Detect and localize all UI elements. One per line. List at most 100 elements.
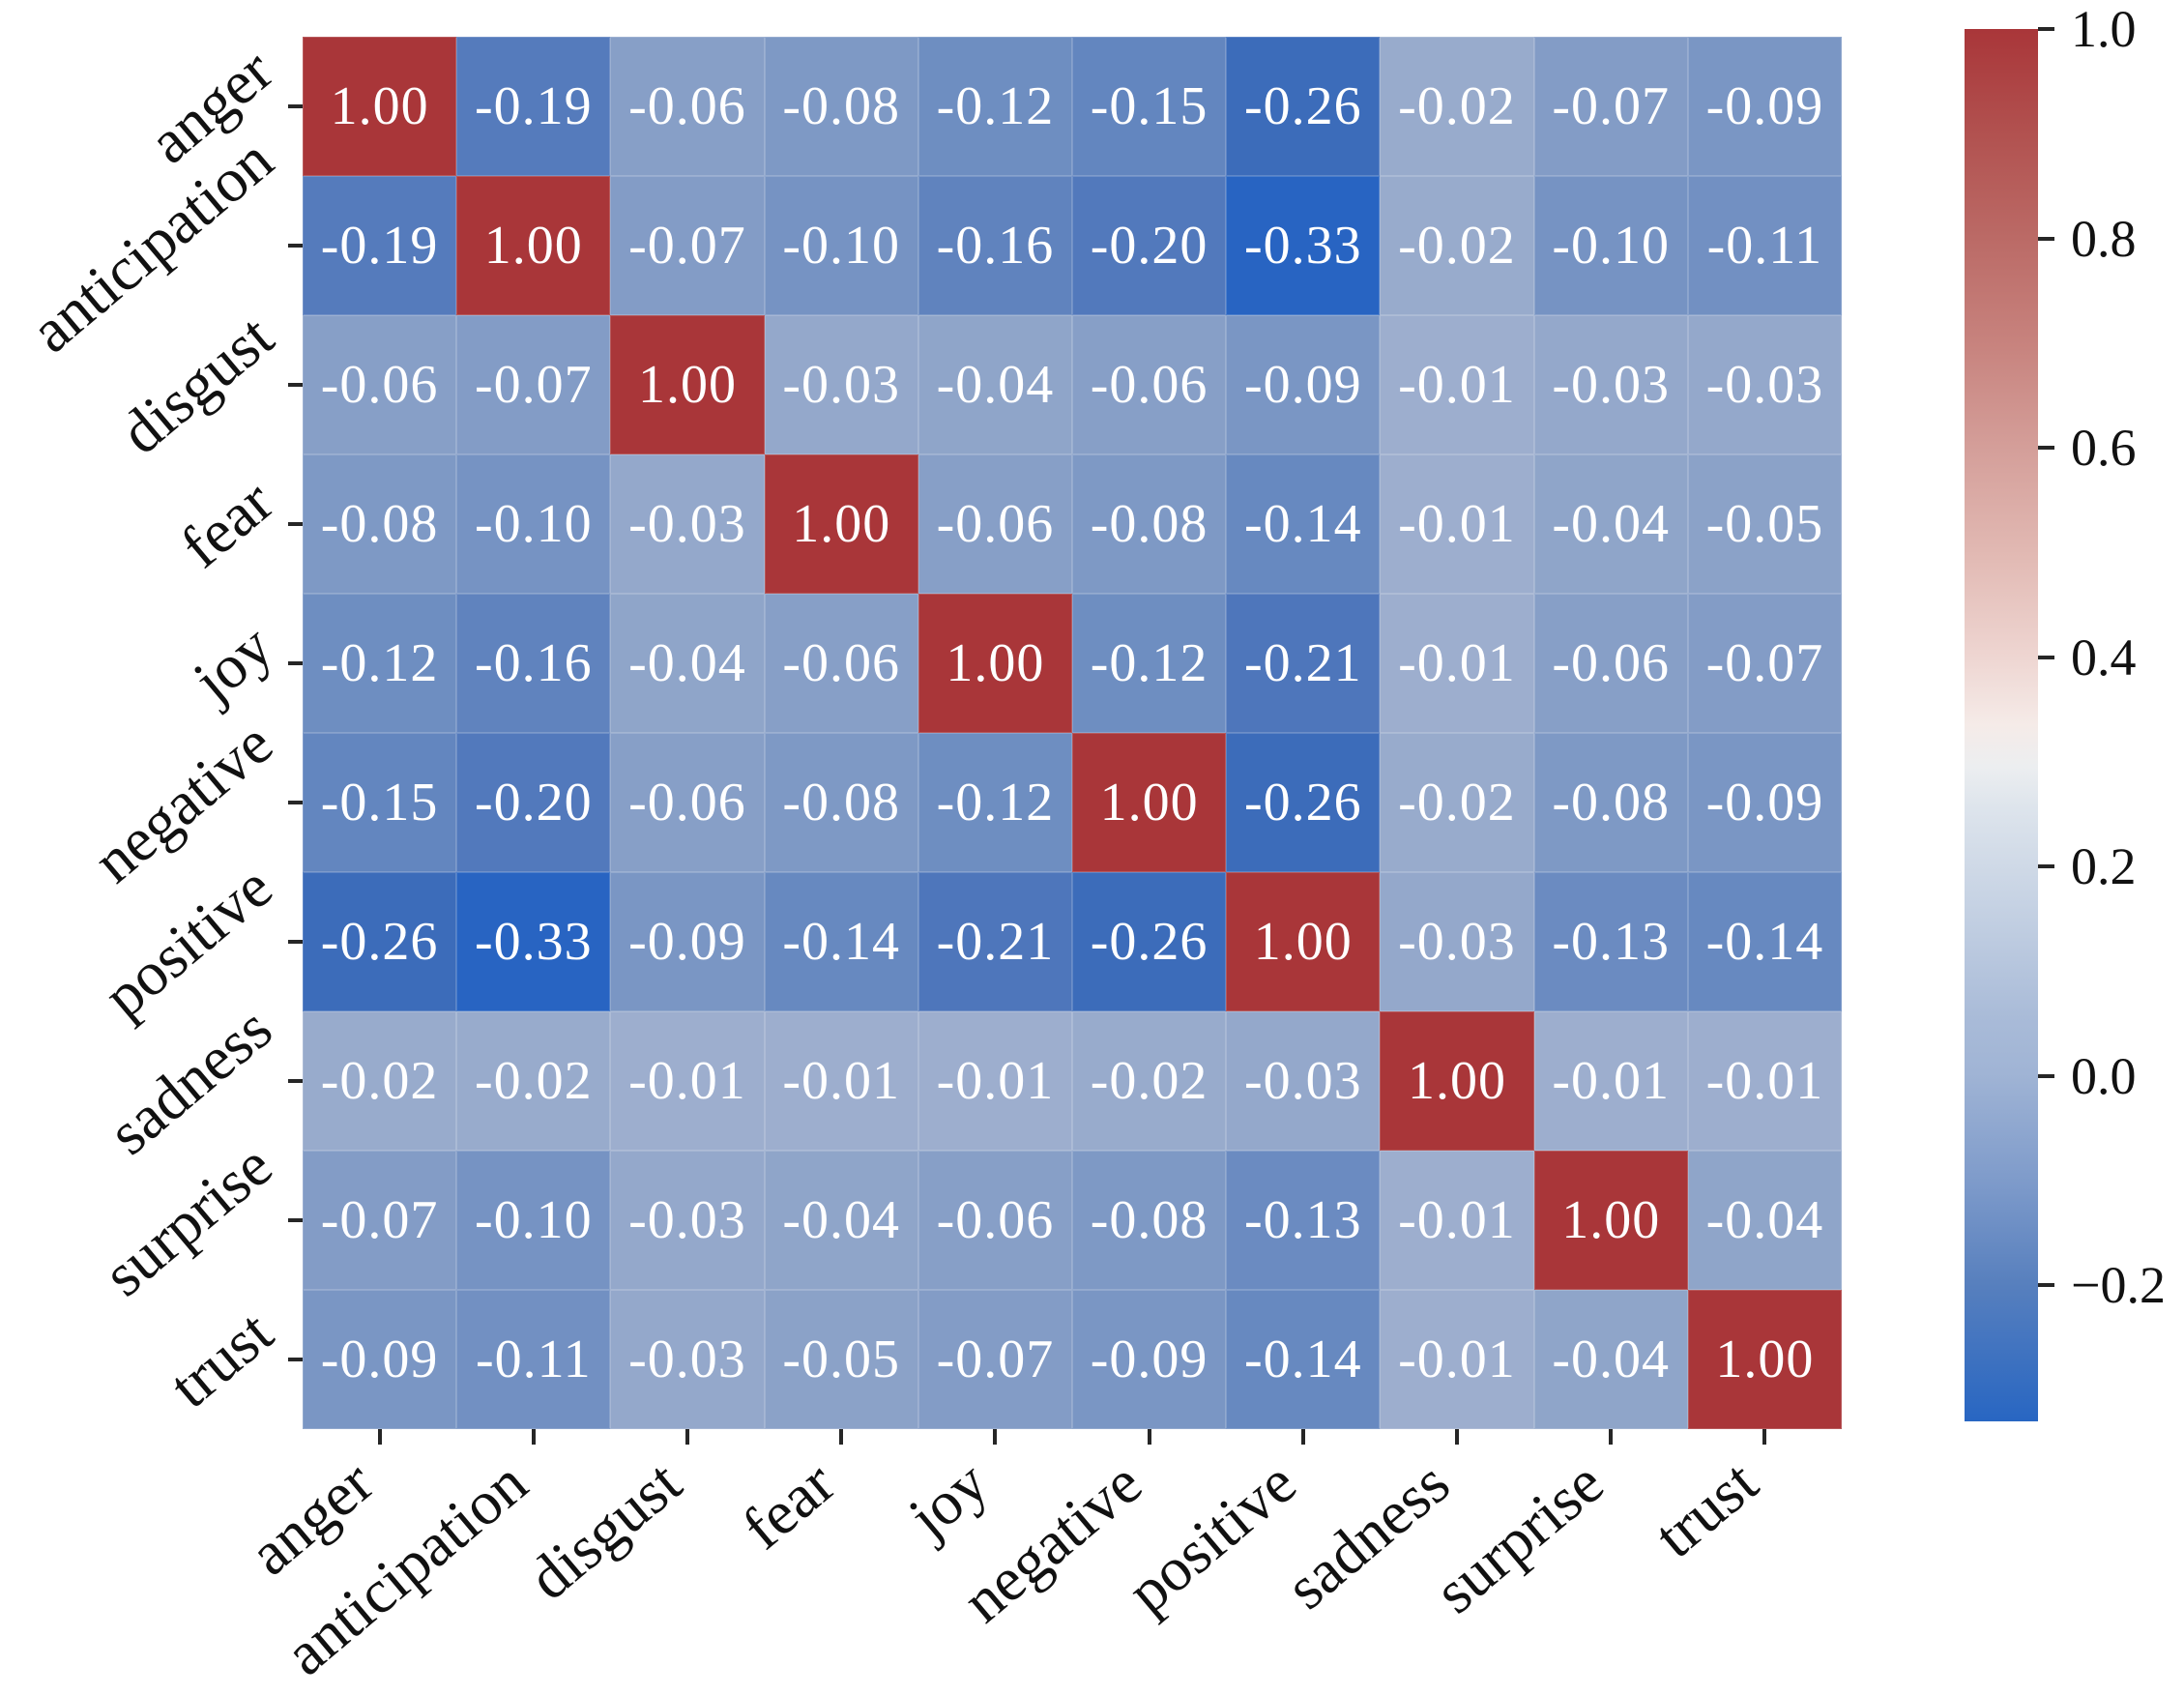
heatmap-cell-anticipation-fear: -0.10 bbox=[764, 176, 918, 315]
heatmap-cell-trust-anger: -0.09 bbox=[303, 1290, 457, 1429]
colorbar-label-1.0: 1.0 bbox=[2071, 0, 2137, 58]
heatmap-cell-disgust-negative: -0.06 bbox=[1071, 315, 1227, 454]
y-tick-fear bbox=[288, 522, 303, 526]
heatmap-cell-sadness-joy: -0.01 bbox=[917, 1011, 1072, 1151]
heatmap-cell-trust-positive: -0.14 bbox=[1226, 1290, 1381, 1429]
heatmap-cell-fear-joy: -0.06 bbox=[917, 454, 1072, 594]
heatmap-cell-joy-disgust: -0.04 bbox=[610, 594, 765, 733]
colorbar-label-0.0: 0.0 bbox=[2071, 1046, 2137, 1105]
heatmap-cell-fear-negative: -0.08 bbox=[1071, 454, 1227, 594]
heatmap-cell-anticipation-joy: -0.16 bbox=[917, 176, 1072, 315]
heatmap-cell-surprise-disgust: -0.03 bbox=[610, 1151, 765, 1290]
heatmap-cell-anticipation-sadness: -0.02 bbox=[1380, 176, 1534, 315]
heatmap-cell-fear-anger: -0.08 bbox=[303, 454, 457, 594]
heatmap-cell-negative-disgust: -0.06 bbox=[610, 733, 765, 872]
heatmap-cell-anger-anticipation: -0.19 bbox=[456, 37, 611, 176]
heatmap-cell-negative-surprise: -0.08 bbox=[1533, 733, 1688, 872]
y-tick-trust bbox=[288, 1358, 303, 1361]
heatmap-cell-anticipation-surprise: -0.10 bbox=[1533, 176, 1688, 315]
y-tick-anger bbox=[288, 104, 303, 108]
heatmap-cell-positive-negative: -0.26 bbox=[1071, 872, 1227, 1011]
heatmap-cell-sadness-surprise: -0.01 bbox=[1533, 1011, 1688, 1151]
heatmap-cell-sadness-disgust: -0.01 bbox=[610, 1011, 765, 1151]
x-tick-surprise bbox=[1609, 1429, 1614, 1445]
x-tick-anticipation bbox=[531, 1429, 536, 1445]
colorbar-tick-0.8 bbox=[2038, 236, 2054, 241]
x-label-trust: trust bbox=[1642, 1447, 1771, 1571]
heatmap-cell-anticipation-anger: -0.19 bbox=[303, 176, 457, 315]
heatmap-cell-negative-sadness: -0.02 bbox=[1380, 733, 1534, 872]
heatmap-cell-disgust-positive: -0.09 bbox=[1226, 315, 1381, 454]
heatmap-cell-positive-positive: 1.00 bbox=[1226, 872, 1381, 1011]
heatmap-cell-joy-sadness: -0.01 bbox=[1380, 594, 1534, 733]
heatmap-cell-surprise-sadness: -0.01 bbox=[1380, 1151, 1534, 1290]
heatmap-cell-fear-surprise: -0.04 bbox=[1533, 454, 1688, 594]
heatmap-cell-anticipation-negative: -0.20 bbox=[1071, 176, 1227, 315]
colorbar-label-0.6: 0.6 bbox=[2071, 419, 2137, 478]
colorbar-tick-1.0 bbox=[2038, 27, 2054, 31]
heatmap-cell-disgust-anticipation: -0.07 bbox=[456, 315, 611, 454]
x-tick-positive bbox=[1300, 1429, 1305, 1445]
heatmap-cell-surprise-surprise: 1.00 bbox=[1533, 1151, 1688, 1290]
heatmap-cell-disgust-disgust: 1.00 bbox=[610, 315, 765, 454]
y-label-surprise: surprise bbox=[90, 1130, 285, 1309]
y-tick-disgust bbox=[288, 383, 303, 387]
y-tick-positive bbox=[288, 940, 303, 944]
y-tick-sadness bbox=[288, 1079, 303, 1083]
y-label-sadness: sadness bbox=[96, 993, 285, 1168]
heatmap-cell-anticipation-trust: -0.11 bbox=[1687, 176, 1842, 315]
heatmap-cell-anger-disgust: -0.06 bbox=[610, 37, 765, 176]
y-label-joy: joy bbox=[180, 611, 285, 716]
y-tick-joy bbox=[288, 661, 303, 665]
heatmap-cell-fear-trust: -0.05 bbox=[1687, 454, 1842, 594]
y-tick-anticipation bbox=[288, 244, 303, 248]
heatmap-cell-positive-disgust: -0.09 bbox=[610, 872, 765, 1011]
heatmap-cell-negative-trust: -0.09 bbox=[1687, 733, 1842, 872]
heatmap-cell-sadness-anger: -0.02 bbox=[303, 1011, 457, 1151]
heatmap-cell-fear-positive: -0.14 bbox=[1226, 454, 1381, 594]
heatmap-cell-fear-fear: 1.00 bbox=[764, 454, 918, 594]
heatmap-cell-negative-anticipation: -0.20 bbox=[456, 733, 611, 872]
heatmap-cell-joy-joy: 1.00 bbox=[917, 594, 1072, 733]
x-tick-joy bbox=[993, 1429, 998, 1445]
heatmap-cell-joy-negative: -0.12 bbox=[1071, 594, 1227, 733]
heatmap-cell-trust-sadness: -0.01 bbox=[1380, 1290, 1534, 1429]
heatmap-cell-fear-sadness: -0.01 bbox=[1380, 454, 1534, 594]
heatmap-cell-sadness-sadness: 1.00 bbox=[1380, 1011, 1534, 1151]
colorbar-tick-0.6 bbox=[2038, 446, 2054, 451]
heatmap-cell-negative-joy: -0.12 bbox=[917, 733, 1072, 872]
x-tick-disgust bbox=[685, 1429, 689, 1445]
colorbar-tick-−0.2 bbox=[2038, 1283, 2054, 1288]
heatmap-cell-sadness-positive: -0.03 bbox=[1226, 1011, 1381, 1151]
x-label-surprise: surprise bbox=[1421, 1447, 1616, 1626]
heatmap-cell-joy-fear: -0.06 bbox=[764, 594, 918, 733]
heatmap-cell-disgust-anger: -0.06 bbox=[303, 315, 457, 454]
heatmap-cell-anticipation-disgust: -0.07 bbox=[610, 176, 765, 315]
heatmap-cell-disgust-joy: -0.04 bbox=[917, 315, 1072, 454]
heatmap-cell-positive-sadness: -0.03 bbox=[1380, 872, 1534, 1011]
colorbar-tick-0.2 bbox=[2038, 864, 2054, 869]
colorbar-tick-0.4 bbox=[2038, 655, 2054, 659]
heatmap-cell-fear-anticipation: -0.10 bbox=[456, 454, 611, 594]
heatmap-cell-joy-anger: -0.12 bbox=[303, 594, 457, 733]
heatmap-cell-joy-anticipation: -0.16 bbox=[456, 594, 611, 733]
heatmap-cell-surprise-fear: -0.04 bbox=[764, 1151, 918, 1290]
heatmap-cell-disgust-fear: -0.03 bbox=[764, 315, 918, 454]
heatmap-cell-anger-anger: 1.00 bbox=[303, 37, 457, 176]
heatmap-cell-anger-positive: -0.26 bbox=[1226, 37, 1381, 176]
y-tick-surprise bbox=[288, 1218, 303, 1222]
heatmap-cell-anger-joy: -0.12 bbox=[917, 37, 1072, 176]
x-tick-trust bbox=[1762, 1429, 1767, 1445]
colorbar-label-0.4: 0.4 bbox=[2071, 628, 2137, 687]
heatmap-cell-trust-negative: -0.09 bbox=[1071, 1290, 1227, 1429]
heatmap-cell-joy-positive: -0.21 bbox=[1226, 594, 1381, 733]
heatmap-cell-fear-disgust: -0.03 bbox=[610, 454, 765, 594]
heatmap-cell-positive-anticipation: -0.33 bbox=[456, 872, 611, 1011]
heatmap-cell-surprise-negative: -0.08 bbox=[1071, 1151, 1227, 1290]
heatmap-cell-disgust-surprise: -0.03 bbox=[1533, 315, 1688, 454]
x-tick-negative bbox=[1147, 1429, 1151, 1445]
y-label-trust: trust bbox=[156, 1297, 285, 1421]
heatmap-cell-positive-joy: -0.21 bbox=[917, 872, 1072, 1011]
heatmap-cell-anger-negative: -0.15 bbox=[1071, 37, 1227, 176]
x-tick-sadness bbox=[1455, 1429, 1459, 1445]
